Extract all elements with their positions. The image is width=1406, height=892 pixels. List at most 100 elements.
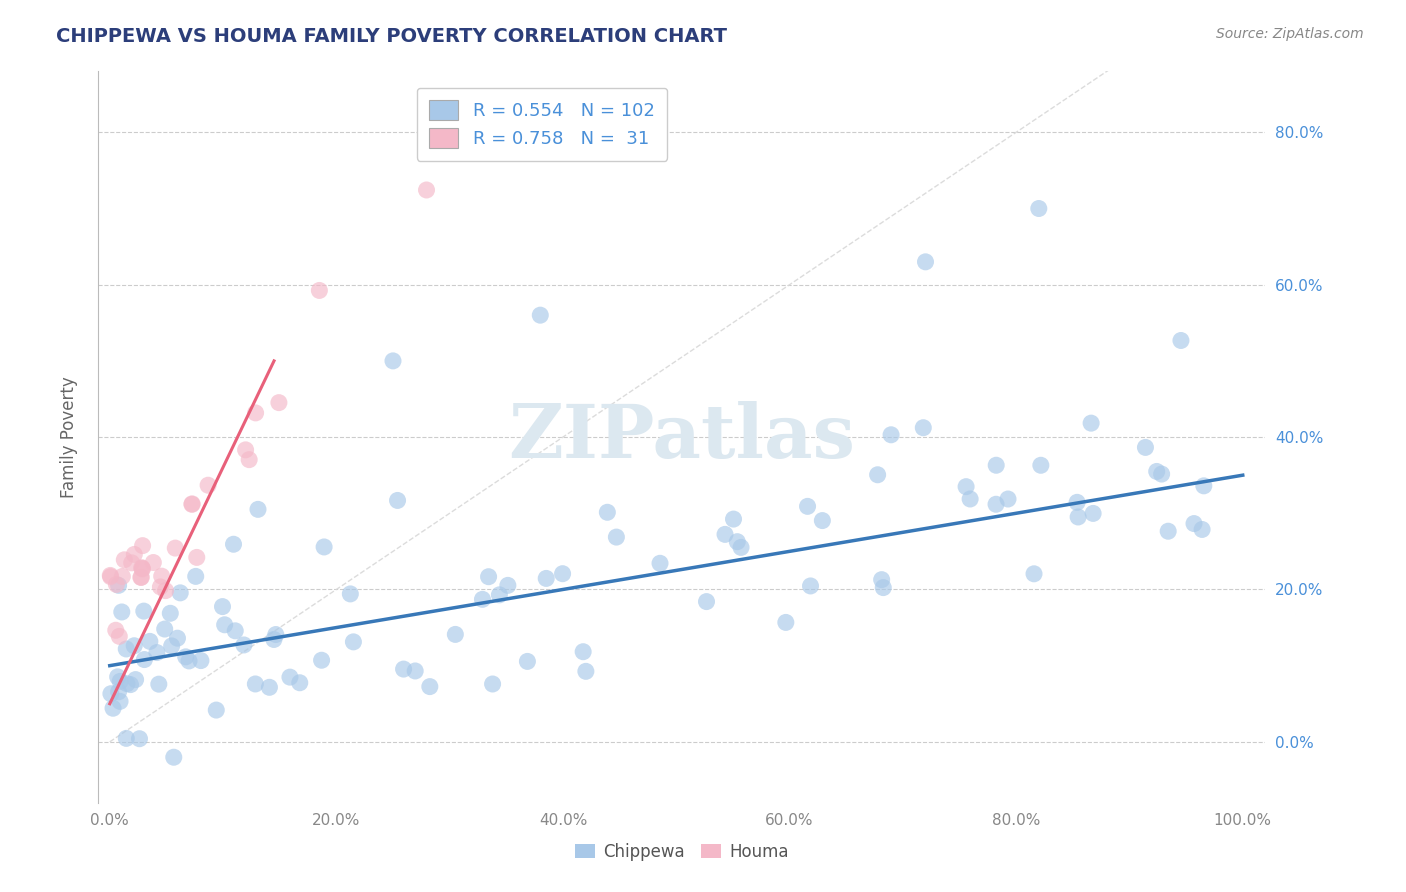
Point	[115, 731, 138, 746]
Point	[263, 632, 285, 647]
Point	[1022, 566, 1045, 581]
Point	[775, 615, 797, 630]
Point	[392, 662, 415, 676]
Point	[122, 639, 145, 653]
Point	[232, 638, 254, 652]
Point	[115, 676, 138, 690]
Point	[267, 395, 290, 409]
Point	[205, 703, 228, 717]
Point	[100, 570, 122, 584]
Point	[1146, 465, 1168, 479]
Point	[1157, 524, 1180, 539]
Point	[723, 512, 745, 526]
Point	[107, 685, 129, 699]
Point	[870, 573, 893, 587]
Point	[264, 627, 287, 641]
Point	[165, 541, 187, 555]
Point	[146, 646, 169, 660]
Point	[148, 677, 170, 691]
Point	[124, 548, 146, 562]
Point	[811, 514, 834, 528]
Y-axis label: Family Poverty: Family Poverty	[59, 376, 77, 498]
Point	[108, 694, 131, 708]
Point	[160, 639, 183, 653]
Point	[101, 701, 124, 715]
Point	[575, 665, 598, 679]
Point	[872, 581, 894, 595]
Point	[153, 622, 176, 636]
Point	[222, 537, 245, 551]
Point	[166, 631, 188, 645]
Point	[131, 570, 153, 584]
Point	[572, 645, 595, 659]
Point	[488, 588, 510, 602]
Point	[1028, 202, 1050, 216]
Point	[124, 673, 146, 687]
Point	[107, 670, 129, 684]
Point	[914, 255, 936, 269]
Point	[1170, 334, 1192, 348]
Point	[129, 570, 152, 584]
Point	[444, 627, 467, 641]
Point	[177, 654, 200, 668]
Point	[1150, 467, 1173, 481]
Point	[108, 674, 131, 689]
Point	[478, 570, 501, 584]
Point	[121, 556, 143, 570]
Point	[1066, 495, 1088, 509]
Point	[134, 652, 156, 666]
Point	[100, 687, 122, 701]
Point	[714, 527, 737, 541]
Point	[415, 183, 437, 197]
Point	[382, 354, 405, 368]
Point	[131, 561, 153, 575]
Point	[111, 605, 134, 619]
Point	[311, 653, 333, 667]
Point	[181, 497, 204, 511]
Text: ZIPatlas: ZIPatlas	[509, 401, 855, 474]
Point	[150, 569, 173, 583]
Point	[517, 49, 540, 63]
Point	[108, 629, 131, 643]
Point	[159, 607, 181, 621]
Point	[186, 550, 208, 565]
Point	[1067, 510, 1090, 524]
Point	[184, 569, 207, 583]
Point	[419, 680, 441, 694]
Point	[211, 599, 233, 614]
Point	[596, 505, 619, 519]
Point	[695, 594, 717, 608]
Point	[339, 587, 361, 601]
Point	[648, 556, 671, 570]
Point	[131, 562, 153, 576]
Point	[986, 458, 1008, 473]
Point	[959, 491, 981, 506]
Point	[155, 583, 177, 598]
Point	[605, 530, 627, 544]
Point	[224, 624, 246, 638]
Point	[235, 442, 257, 457]
Point	[314, 540, 336, 554]
Point	[471, 592, 494, 607]
Point	[238, 452, 260, 467]
Point	[107, 578, 129, 592]
Point	[912, 421, 935, 435]
Point	[730, 541, 752, 555]
Point	[725, 534, 748, 549]
Point	[1191, 523, 1213, 537]
Point	[142, 556, 165, 570]
Point	[112, 553, 135, 567]
Point	[308, 284, 330, 298]
Text: CHIPPEWA VS HOUMA FAMILY POVERTY CORRELATION CHART: CHIPPEWA VS HOUMA FAMILY POVERTY CORRELA…	[56, 27, 727, 45]
Point	[163, 750, 186, 764]
Point	[115, 642, 138, 657]
Point	[104, 624, 127, 638]
Point	[131, 560, 153, 574]
Point	[288, 675, 311, 690]
Point	[387, 493, 409, 508]
Point	[111, 569, 134, 583]
Point	[181, 497, 204, 511]
Point	[496, 578, 519, 592]
Point	[245, 677, 267, 691]
Point	[1182, 516, 1205, 531]
